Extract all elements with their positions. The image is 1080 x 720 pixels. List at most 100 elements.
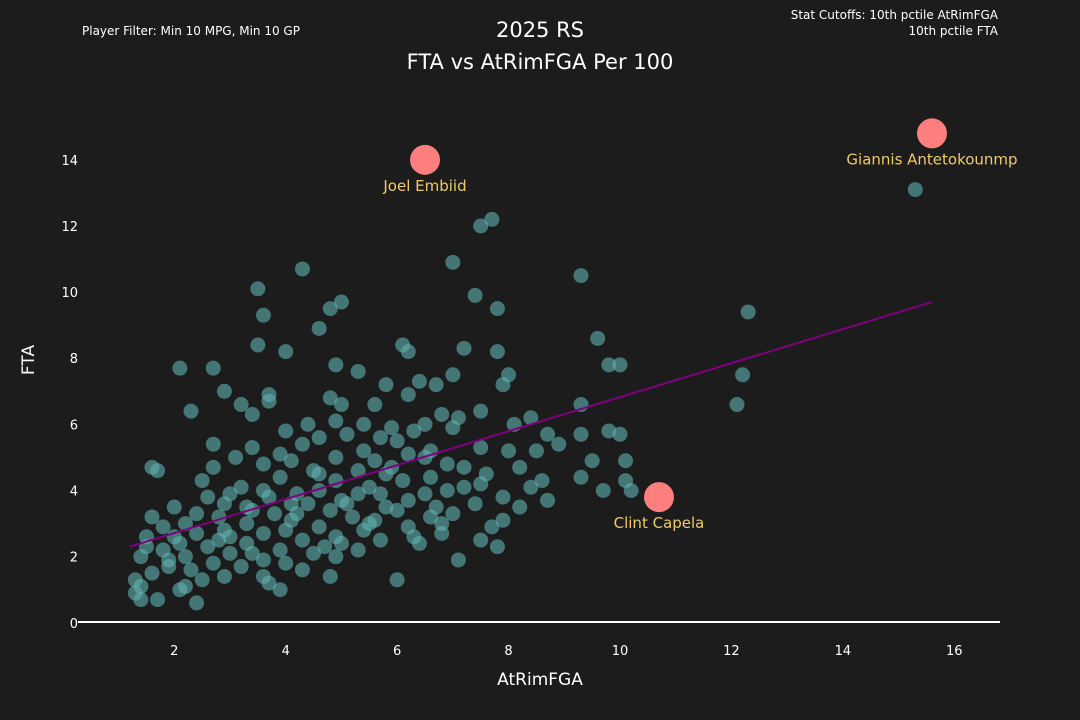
chart-title: 2025 RS bbox=[495, 18, 585, 42]
highlighted-players: Joel Embiid Giannis Antetokounmp Clint Cap… bbox=[382, 118, 1018, 532]
data-point bbox=[194, 572, 210, 588]
data-point bbox=[540, 492, 556, 508]
data-point bbox=[595, 483, 611, 499]
highlighted-point-label: Clint Capela bbox=[614, 514, 705, 532]
data-point bbox=[250, 337, 266, 353]
data-point bbox=[328, 449, 344, 465]
data-point bbox=[322, 301, 338, 317]
data-point bbox=[345, 509, 361, 525]
x-tick-label: 2 bbox=[170, 644, 178, 659]
data-point bbox=[183, 562, 199, 578]
data-point bbox=[133, 549, 149, 565]
data-point bbox=[417, 486, 433, 502]
data-point bbox=[216, 568, 232, 584]
data-point bbox=[339, 496, 355, 512]
data-point bbox=[740, 304, 756, 320]
x-ticks: 2 4 6 8 10 12 14 16 bbox=[170, 644, 962, 659]
data-point bbox=[244, 406, 260, 422]
x-tick-label: 14 bbox=[835, 644, 852, 659]
data-point bbox=[551, 436, 567, 452]
y-tick-label: 4 bbox=[70, 485, 78, 500]
y-ticks: 0 2 4 6 8 10 12 14 bbox=[61, 154, 78, 632]
data-point bbox=[144, 565, 160, 581]
data-point bbox=[133, 592, 149, 608]
data-point bbox=[311, 320, 327, 336]
data-point bbox=[489, 301, 505, 317]
data-point bbox=[601, 357, 617, 373]
data-point bbox=[294, 261, 310, 277]
data-point bbox=[255, 307, 271, 323]
data-point bbox=[361, 516, 377, 532]
data-point bbox=[389, 502, 405, 518]
data-point bbox=[450, 552, 466, 568]
data-point bbox=[339, 426, 355, 442]
data-point bbox=[400, 344, 416, 360]
data-point bbox=[456, 340, 472, 356]
data-point bbox=[573, 426, 589, 442]
data-point bbox=[473, 532, 489, 548]
data-point bbox=[350, 486, 366, 502]
x-tick-label: 6 bbox=[393, 644, 401, 659]
data-point bbox=[423, 469, 439, 485]
data-point bbox=[489, 344, 505, 360]
data-point bbox=[222, 529, 238, 545]
data-point bbox=[356, 443, 372, 459]
data-point bbox=[328, 413, 344, 429]
data-point bbox=[278, 555, 294, 571]
y-tick-label: 10 bbox=[61, 286, 78, 301]
data-point bbox=[278, 423, 294, 439]
data-point bbox=[267, 506, 283, 522]
data-point bbox=[278, 522, 294, 538]
data-point bbox=[439, 483, 455, 499]
data-point bbox=[333, 397, 349, 413]
data-point bbox=[150, 592, 166, 608]
data-point bbox=[300, 496, 316, 512]
data-point bbox=[350, 363, 366, 379]
data-point bbox=[534, 473, 550, 489]
data-point bbox=[333, 535, 349, 551]
data-point bbox=[495, 512, 511, 528]
data-point bbox=[389, 433, 405, 449]
y-tick-label: 14 bbox=[61, 154, 78, 169]
data-point bbox=[618, 453, 634, 469]
data-point bbox=[155, 519, 171, 535]
trend-line bbox=[129, 301, 933, 548]
data-point bbox=[350, 463, 366, 479]
player-filter-note: Player Filter: Min 10 MPG, Min 10 GP bbox=[82, 24, 300, 38]
data-point bbox=[623, 483, 639, 499]
data-point bbox=[489, 539, 505, 555]
data-point bbox=[144, 509, 160, 525]
data-point bbox=[439, 456, 455, 472]
data-point bbox=[428, 377, 444, 393]
data-point bbox=[473, 440, 489, 456]
data-point bbox=[189, 525, 205, 541]
data-point bbox=[501, 443, 517, 459]
x-tick-label: 10 bbox=[612, 644, 629, 659]
data-point bbox=[428, 499, 444, 515]
data-point bbox=[473, 403, 489, 419]
data-point bbox=[272, 469, 288, 485]
data-point bbox=[261, 393, 277, 409]
data-point bbox=[294, 532, 310, 548]
stat-cutoff-line-1: Stat Cutoffs: 10th pctile AtRimFGA bbox=[790, 8, 998, 22]
x-tick-label: 4 bbox=[282, 644, 290, 659]
data-point bbox=[400, 446, 416, 462]
stat-cutoff-line-2: 10th pctile FTA bbox=[908, 24, 998, 38]
data-point bbox=[161, 552, 177, 568]
data-point bbox=[283, 496, 299, 512]
data-point bbox=[523, 479, 539, 495]
data-point bbox=[411, 373, 427, 389]
data-point bbox=[372, 430, 388, 446]
data-point bbox=[177, 516, 193, 532]
x-tick-label: 12 bbox=[723, 644, 740, 659]
data-point bbox=[512, 499, 528, 515]
data-point bbox=[473, 218, 489, 234]
data-point bbox=[484, 211, 500, 227]
data-point bbox=[306, 463, 322, 479]
data-point bbox=[372, 486, 388, 502]
data-point bbox=[233, 479, 249, 495]
data-point bbox=[216, 383, 232, 399]
data-point bbox=[194, 473, 210, 489]
data-point bbox=[183, 403, 199, 419]
